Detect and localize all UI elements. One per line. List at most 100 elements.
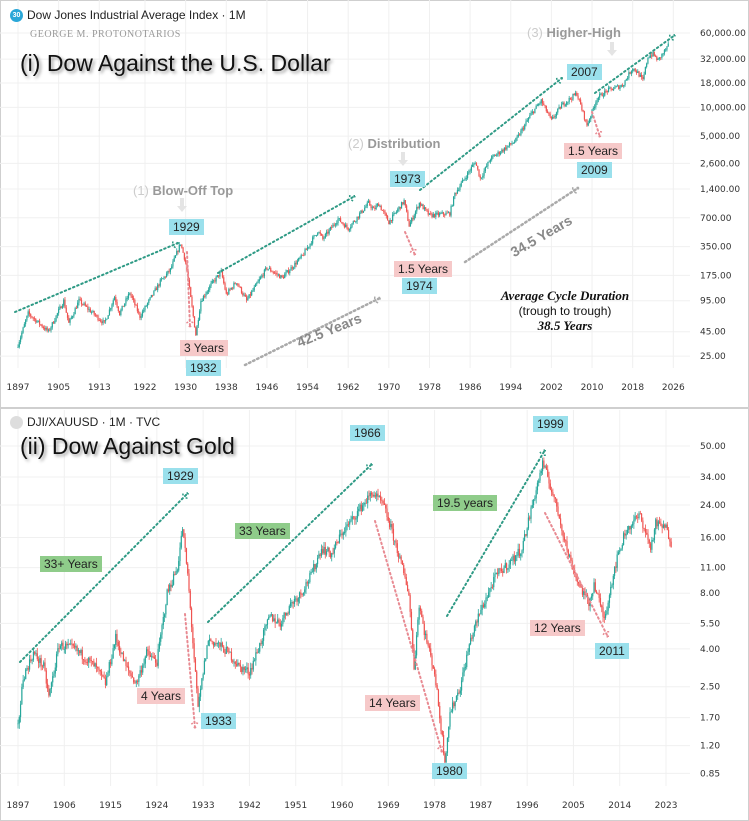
candle xyxy=(300,592,302,595)
candle xyxy=(604,90,606,96)
candle xyxy=(486,597,488,599)
y-tick-label: 350.00 xyxy=(700,243,732,253)
candle xyxy=(309,243,311,247)
candle xyxy=(206,645,208,659)
candle xyxy=(52,676,54,683)
candle xyxy=(176,570,179,572)
cycle-arrow xyxy=(463,186,580,264)
candle xyxy=(328,547,330,553)
candle xyxy=(614,87,616,89)
candle xyxy=(33,318,36,320)
candle xyxy=(661,53,663,58)
candle xyxy=(216,275,218,277)
candle xyxy=(183,252,185,260)
candle xyxy=(163,276,165,279)
symbol-header: 30 Dow Jones Industrial Average Index · … xyxy=(10,8,246,22)
candle xyxy=(40,324,42,326)
x-tick-label: 1938 xyxy=(215,383,238,393)
candle xyxy=(296,260,298,265)
advance-label: 33+ Years xyxy=(40,556,102,572)
candle xyxy=(370,492,373,495)
candle xyxy=(588,119,591,123)
candle xyxy=(404,572,406,578)
candle xyxy=(379,495,382,501)
candle xyxy=(658,521,661,523)
candle xyxy=(377,493,379,497)
candle xyxy=(362,210,365,213)
avg-cycle-note: Average Cycle Duration (trough to trough… xyxy=(480,288,650,334)
candle xyxy=(384,211,386,214)
candle xyxy=(554,497,557,499)
candle xyxy=(385,213,387,216)
candle xyxy=(529,517,531,519)
x-tick-label: 2014 xyxy=(608,801,631,811)
candle xyxy=(601,605,603,608)
candle xyxy=(345,526,347,533)
candle xyxy=(108,309,111,316)
candle xyxy=(259,277,262,280)
candle xyxy=(378,495,380,497)
candle xyxy=(185,548,188,564)
candle xyxy=(160,278,163,280)
candle xyxy=(557,506,559,515)
candle xyxy=(251,291,253,296)
trend-arrow-head xyxy=(666,34,676,38)
candle xyxy=(395,211,398,213)
candle xyxy=(322,235,324,239)
candle xyxy=(212,641,215,646)
candle xyxy=(431,655,433,666)
y-tick-label: 8.00 xyxy=(700,589,720,599)
candle xyxy=(220,642,222,647)
decline-label: 3 Years xyxy=(180,340,229,356)
candle xyxy=(382,500,384,504)
candle xyxy=(399,206,401,209)
candle xyxy=(523,534,526,541)
candle xyxy=(541,99,544,104)
candle xyxy=(93,311,95,315)
candle xyxy=(37,320,39,322)
candle xyxy=(287,270,290,274)
candle xyxy=(28,311,31,315)
x-tick-label: 1970 xyxy=(377,383,400,393)
candle xyxy=(396,543,398,554)
candle xyxy=(643,528,645,529)
candle xyxy=(540,471,542,474)
candle xyxy=(448,726,450,738)
x-tick-label: 1960 xyxy=(331,801,354,811)
candle xyxy=(468,644,470,652)
candle xyxy=(31,659,33,661)
candle xyxy=(570,555,572,561)
x-tick-label: 1969 xyxy=(377,801,400,811)
candle xyxy=(388,520,391,528)
candle xyxy=(240,287,243,294)
candle xyxy=(178,561,180,571)
candle xyxy=(456,190,459,194)
candle xyxy=(153,656,155,659)
candle xyxy=(484,603,486,608)
candle xyxy=(243,294,245,296)
candle xyxy=(246,667,248,670)
candle xyxy=(155,288,158,291)
candle xyxy=(221,270,224,278)
candle xyxy=(248,674,251,676)
candle xyxy=(381,210,384,211)
candle xyxy=(639,74,641,77)
candle xyxy=(433,213,436,217)
candle xyxy=(548,112,550,114)
candle xyxy=(489,588,491,593)
candle xyxy=(424,633,427,636)
candle xyxy=(354,516,356,520)
candle xyxy=(158,284,160,286)
candle xyxy=(393,212,395,215)
candle xyxy=(139,312,141,318)
candle xyxy=(341,533,343,536)
candle xyxy=(621,85,624,87)
candle xyxy=(256,283,258,285)
candle xyxy=(553,495,555,498)
x-tick-label: 2018 xyxy=(621,383,644,393)
candle xyxy=(558,514,560,519)
candle xyxy=(646,532,648,535)
candle xyxy=(23,324,25,328)
candle xyxy=(617,552,620,555)
candle xyxy=(445,212,447,216)
